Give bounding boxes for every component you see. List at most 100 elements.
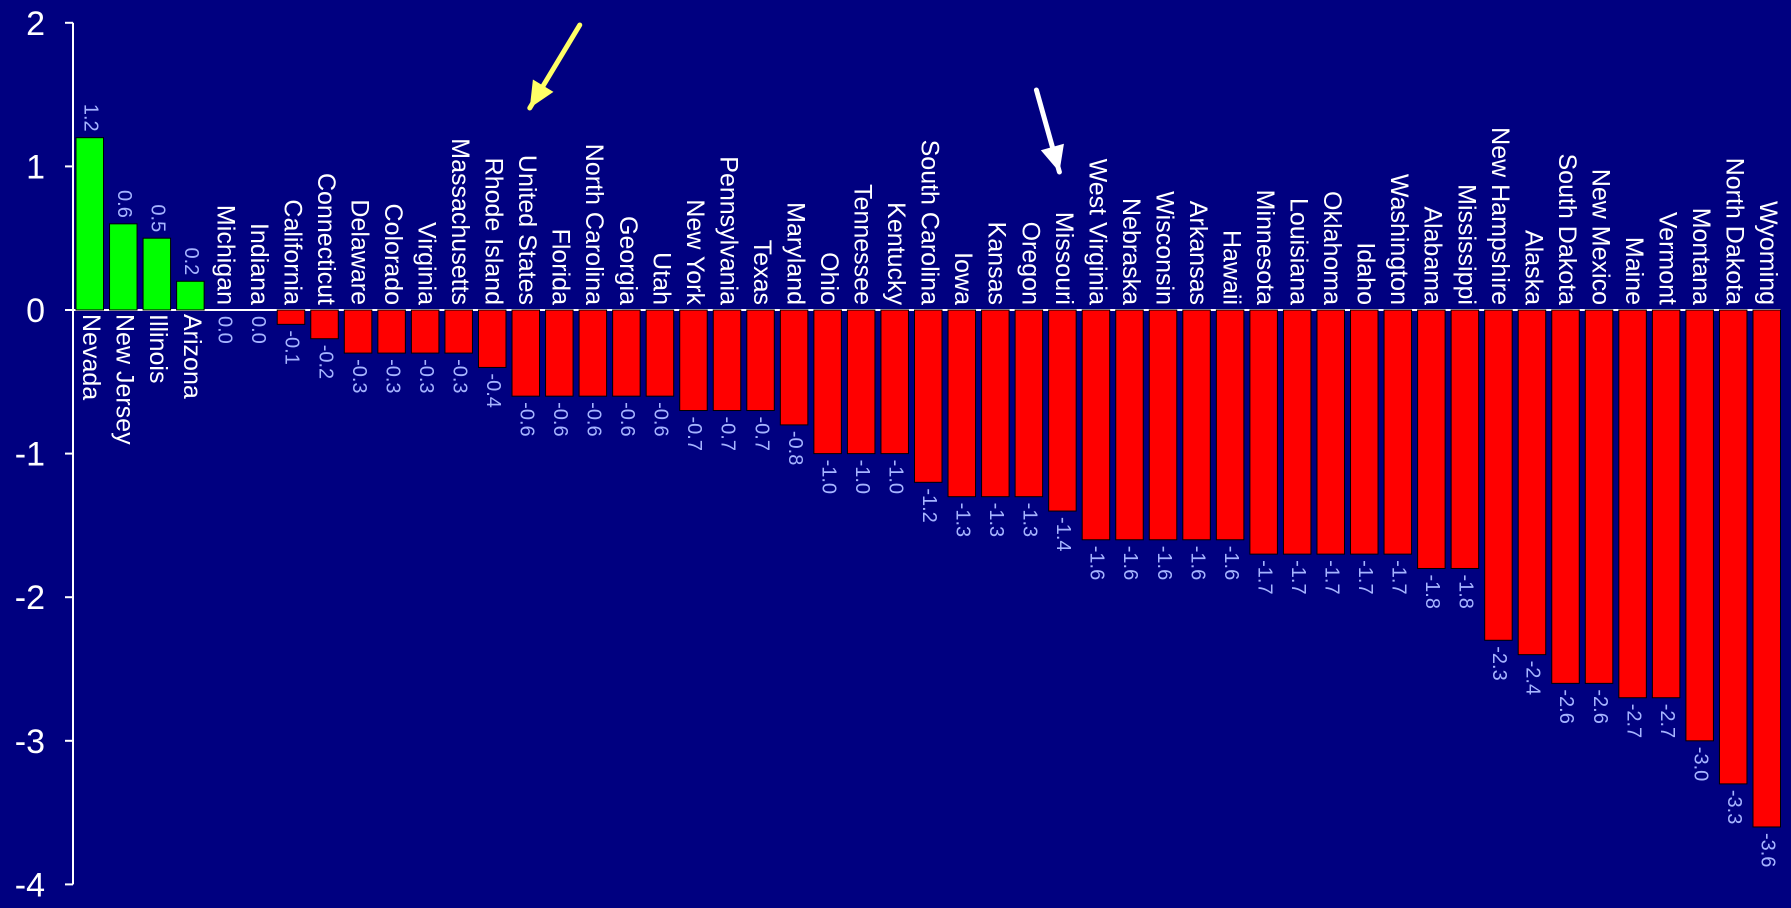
bar: [712, 309, 742, 412]
value-label: -1.7: [1354, 560, 1376, 594]
bars: [75, 137, 1781, 828]
value-label: -0.6: [549, 402, 571, 436]
category-label: South Carolina: [916, 140, 944, 305]
bar: [1148, 309, 1178, 541]
value-label: -0.6: [515, 402, 537, 436]
bar: [1014, 309, 1044, 498]
value-label: -0.3: [448, 359, 470, 393]
value-label: -1.7: [1388, 560, 1410, 594]
value-label: -0.7: [717, 417, 739, 451]
bar: [914, 309, 943, 483]
category-label: Utah: [647, 252, 675, 305]
value-label: -1.8: [1455, 574, 1477, 608]
bar: [377, 309, 406, 354]
category-label: Massachusetts: [446, 138, 474, 305]
category-label: New Hampshire: [1486, 127, 1514, 305]
value-label: -1.6: [1086, 546, 1108, 580]
value-label: -1.6: [1153, 546, 1175, 580]
bar: [679, 309, 708, 412]
bar: [947, 309, 977, 498]
value-label: -1.6: [1186, 546, 1208, 580]
category-label: Illinois: [144, 314, 172, 383]
category-label: Connecticut: [312, 173, 340, 305]
bar: [1718, 309, 1748, 785]
category-label: Virginia: [413, 222, 441, 305]
bar: [880, 309, 909, 455]
bar: [1450, 309, 1480, 569]
bar: [410, 309, 440, 354]
value-label: 0.6: [113, 190, 135, 218]
category-label: New Jersey: [111, 314, 139, 445]
bar: [1651, 309, 1681, 699]
value-label: -1.7: [1320, 560, 1342, 594]
category-label: Ohio: [815, 252, 843, 305]
bar: [1417, 309, 1446, 569]
value-label: -1.6: [1220, 546, 1242, 580]
value-label: -1.3: [952, 503, 974, 537]
bar: [176, 280, 205, 311]
value-label: 0.0: [247, 316, 269, 344]
bar: [142, 237, 172, 311]
value-label: -1.0: [817, 460, 839, 494]
white-arrow-icon: [1033, 87, 1064, 175]
category-label: Kansas: [983, 222, 1011, 305]
value-label: -2.4: [1522, 661, 1544, 695]
value-label: -0.8: [784, 431, 806, 465]
category-label: Wisconsin: [1150, 191, 1178, 305]
bar: [545, 309, 574, 397]
value-label: -0.3: [381, 359, 403, 393]
category-label: Maryland: [781, 202, 809, 305]
bar: [276, 309, 306, 325]
category-label: West Virginia: [1083, 159, 1111, 305]
bar: [1081, 309, 1111, 541]
bar: [846, 309, 876, 455]
bar: [1484, 309, 1513, 641]
value-label: -2.6: [1555, 689, 1577, 723]
value-label: -2.7: [1622, 704, 1644, 738]
value-label: -0.7: [750, 417, 772, 451]
bar: [343, 309, 373, 354]
bar: [1249, 309, 1278, 555]
value-label: -1.6: [1119, 546, 1141, 580]
value-labels: 1.2 0.6 0.5 0.2 0.0 0.0 -0.1 -0.2 -0.3 -0.3 -0.3 -0…: [79, 104, 1778, 868]
value-label: -2.7: [1656, 704, 1678, 738]
category-label: Iowa: [949, 252, 977, 305]
category-label: Wyoming: [1754, 201, 1782, 305]
category-label: Mississippi: [1452, 184, 1480, 305]
value-label: -1.3: [1019, 503, 1041, 537]
y-tick-label: 0: [26, 292, 45, 330]
bar: [511, 309, 541, 397]
bar: [981, 309, 1010, 498]
bar: [578, 309, 608, 397]
annotations: [527, 22, 1064, 175]
category-label: Alabama: [1419, 206, 1447, 305]
category-label: Alaska: [1519, 230, 1547, 305]
value-label: -0.3: [348, 359, 370, 393]
bar: [310, 309, 339, 340]
category-label: Oregon: [1016, 222, 1044, 305]
category-label: New Mexico: [1586, 169, 1614, 305]
value-label: -3.0: [1689, 747, 1711, 781]
value-label: -0.6: [583, 402, 605, 436]
category-label: Washington: [1385, 174, 1413, 305]
value-label: -1.7: [1253, 560, 1275, 594]
category-label: California: [278, 199, 306, 305]
value-label: -0.1: [281, 330, 303, 364]
category-label: Louisiana: [1285, 198, 1313, 305]
category-label: Minnesota: [1251, 190, 1279, 305]
bar: [1215, 309, 1245, 541]
y-tick-label: -1: [15, 436, 45, 474]
bar: [645, 309, 675, 397]
value-label: -1.4: [1052, 517, 1074, 551]
value-label: -3.3: [1723, 790, 1745, 824]
bar: [1584, 309, 1614, 684]
value-label: -1.0: [851, 460, 873, 494]
value-label: -1.0: [884, 460, 906, 494]
category-label: Maine: [1620, 237, 1648, 305]
bar: [746, 309, 775, 412]
category-label: Rhode Island: [480, 158, 508, 305]
bar: [1383, 309, 1413, 555]
category-label: North Carolina: [580, 144, 608, 305]
